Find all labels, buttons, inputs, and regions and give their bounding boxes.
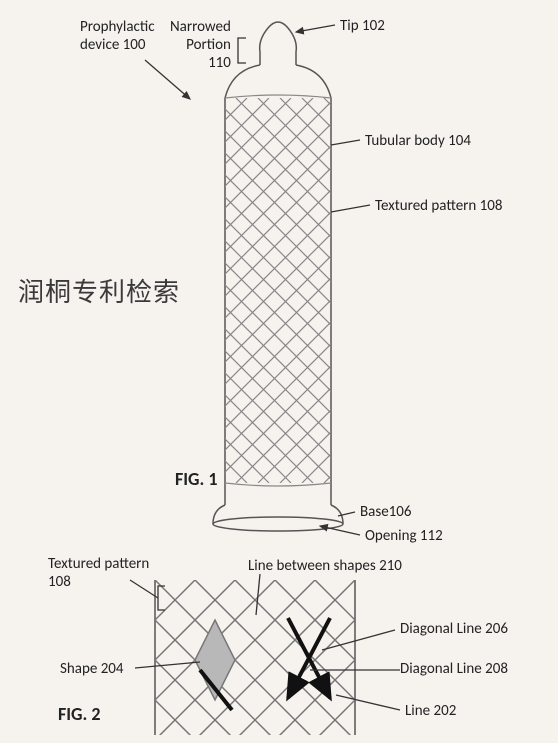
label-textured-pattern-fig1: Textured pattern 108 xyxy=(375,197,502,215)
fig2-title: FIG. 2 xyxy=(58,703,101,725)
label-diag-208: Diagonal Line 208 xyxy=(400,660,508,678)
label-narrowed-portion: NarrowedPortion110 xyxy=(170,18,231,72)
label-base: Base106 xyxy=(360,503,411,521)
fig1-title: FIG. 1 xyxy=(175,468,218,490)
watermark-text: 润桐专利检索 xyxy=(18,272,180,309)
fig2-body-sides xyxy=(155,580,355,735)
label-line-between-shapes: Line between shapes 210 xyxy=(248,557,402,575)
label-opening: Opening 112 xyxy=(365,527,443,545)
label-tubular-body: Tubular body 104 xyxy=(365,132,471,150)
label-tip: Tip 102 xyxy=(340,17,385,35)
label-prophylactic-device: Prophylacticdevice 100 xyxy=(80,18,155,54)
device-outline xyxy=(213,22,343,531)
label-diag-206: Diagonal Line 206 xyxy=(400,620,508,638)
label-shape-204: Shape 204 xyxy=(60,660,124,678)
label-line-202: Line 202 xyxy=(405,702,456,720)
label-textured-pattern-fig2: Textured pattern108 xyxy=(48,555,149,591)
